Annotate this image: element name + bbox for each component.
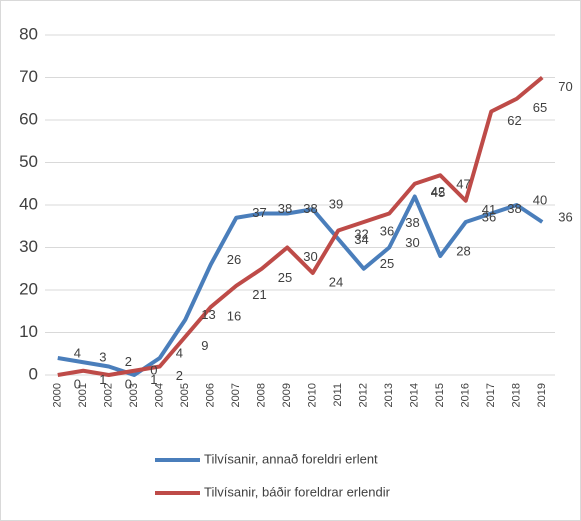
data-label: 38 (405, 215, 419, 230)
x-tick-label: 2009 (281, 383, 293, 407)
data-label: 0 (74, 376, 81, 391)
y-tick-label: 40 (19, 194, 38, 213)
x-tick-label: 2011 (332, 383, 344, 407)
data-label: 36 (558, 209, 572, 224)
data-label: 32 (354, 226, 368, 241)
data-label: 70 (558, 79, 572, 94)
data-label: 37 (252, 205, 266, 220)
y-tick-label: 80 (19, 24, 38, 43)
x-tick-label: 2018 (511, 383, 523, 407)
x-tick-label: 2017 (485, 383, 497, 407)
x-tick-label: 2015 (434, 383, 446, 407)
data-label: 24 (329, 274, 343, 289)
data-label: 2 (176, 368, 183, 383)
data-label: 0 (150, 362, 157, 377)
x-tick-label: 2012 (358, 383, 370, 407)
x-tick-label: 2019 (536, 383, 548, 407)
data-label: 34 (354, 232, 368, 247)
data-label: 1 (99, 372, 106, 387)
legend-label: Tilvísanir, báðir foreldrar erlendir (204, 484, 391, 499)
data-label: 25 (380, 256, 394, 271)
data-label: 26 (227, 252, 241, 267)
x-tick-label: 2010 (307, 383, 319, 407)
data-label: 9 (201, 338, 208, 353)
data-label: 36 (380, 223, 394, 238)
x-tick-label: 2002 (103, 383, 115, 407)
x-tick-label: 2013 (383, 383, 395, 407)
y-tick-label: 0 (29, 364, 38, 383)
data-label: 36 (482, 209, 496, 224)
y-tick-label: 60 (19, 109, 38, 128)
x-tick-label: 2007 (230, 383, 242, 407)
data-label: 30 (303, 249, 317, 264)
data-label: 62 (507, 113, 521, 128)
data-label: 40 (533, 192, 547, 207)
data-label: 38 (507, 201, 521, 216)
legend-label: Tilvísanir, annað foreldri erlent (204, 451, 378, 466)
data-label: 30 (405, 235, 419, 250)
data-label: 65 (533, 100, 547, 115)
data-label: 16 (227, 308, 241, 323)
y-tick-label: 70 (19, 67, 38, 86)
series-line (57, 75, 544, 377)
x-tick-label: 2000 (52, 383, 64, 407)
x-tick-label: 2016 (460, 383, 472, 407)
y-tick-label: 50 (19, 152, 38, 171)
data-label: 21 (252, 287, 266, 302)
x-tick-label: 2006 (205, 383, 217, 407)
data-label: 42 (431, 184, 445, 199)
data-label: 3 (99, 350, 106, 365)
x-tick-label: 2001 (77, 383, 89, 407)
series-line (57, 194, 544, 377)
x-tick-label: 2008 (256, 383, 268, 407)
data-label: 41 (482, 202, 496, 217)
y-tick-label: 10 (19, 322, 38, 341)
y-tick-label: 30 (19, 237, 38, 256)
x-tick-label: 2004 (154, 383, 166, 407)
data-label: 0 (125, 376, 132, 391)
data-label: 38 (278, 201, 292, 216)
data-label: 45 (431, 185, 445, 200)
data-label: 13 (201, 307, 215, 322)
data-label: 4 (176, 345, 183, 360)
data-label: 38 (303, 201, 317, 216)
data-label: 2 (125, 354, 132, 369)
data-label: 39 (329, 197, 343, 212)
x-tick-label: 2014 (409, 383, 421, 407)
data-label: 28 (456, 243, 470, 258)
data-label: 4 (74, 345, 81, 360)
data-label: 47 (456, 177, 470, 192)
x-tick-label: 2003 (128, 383, 140, 407)
y-tick-label: 20 (19, 279, 38, 298)
data-label: 25 (278, 270, 292, 285)
x-tick-label: 2005 (179, 383, 191, 407)
data-label: 1 (150, 372, 157, 387)
